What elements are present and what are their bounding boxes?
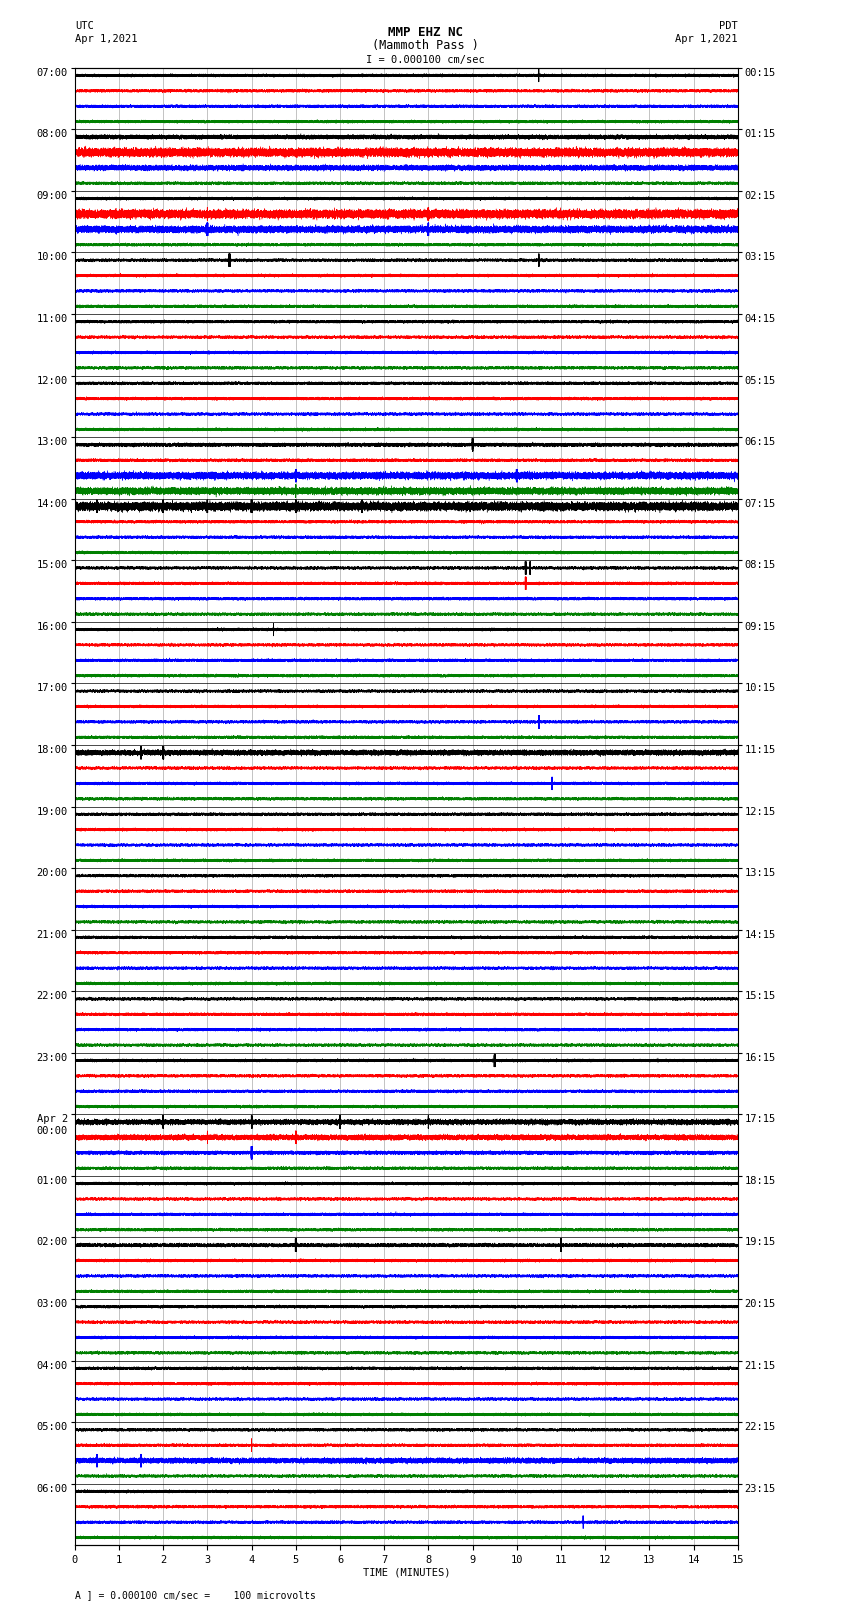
Text: PDT
Apr 1,2021: PDT Apr 1,2021 xyxy=(675,21,738,44)
X-axis label: TIME (MINUTES): TIME (MINUTES) xyxy=(363,1568,450,1578)
Text: MMP EHZ NC: MMP EHZ NC xyxy=(388,26,462,39)
Text: UTC
Apr 1,2021: UTC Apr 1,2021 xyxy=(75,21,138,44)
Text: A ] = 0.000100 cm/sec =    100 microvolts: A ] = 0.000100 cm/sec = 100 microvolts xyxy=(75,1590,315,1600)
Text: I = 0.000100 cm/sec: I = 0.000100 cm/sec xyxy=(366,55,484,65)
Text: (Mammoth Pass ): (Mammoth Pass ) xyxy=(371,39,479,52)
